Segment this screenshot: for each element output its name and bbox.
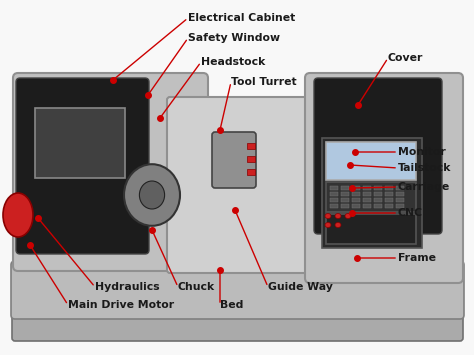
FancyBboxPatch shape [12,307,463,341]
Text: Carriage: Carriage [398,182,450,192]
Bar [247,143,255,149]
Text: Headstock: Headstock [201,57,265,67]
Bar [330,192,338,196]
Bar [385,186,393,190]
Ellipse shape [139,181,164,209]
Text: Safety Window: Safety Window [188,33,280,43]
Ellipse shape [325,213,331,218]
Text: CNC: CNC [398,208,423,218]
Text: Electrical Cabinet: Electrical Cabinet [188,13,295,23]
Bar [341,186,349,190]
Bar [330,204,338,208]
Bar [396,192,404,196]
Ellipse shape [3,193,33,237]
Ellipse shape [335,223,341,228]
Bar [352,198,360,202]
Bar [363,204,371,208]
Text: Bed: Bed [220,300,243,310]
Ellipse shape [345,213,351,218]
Bar [330,186,338,190]
Text: Tool Turret: Tool Turret [231,77,297,87]
FancyBboxPatch shape [13,73,208,271]
Bar [326,214,416,244]
Ellipse shape [124,164,180,226]
Text: Frame: Frame [398,253,436,263]
FancyBboxPatch shape [305,73,463,283]
Bar [247,156,255,162]
Text: Chuck: Chuck [178,282,215,292]
FancyBboxPatch shape [11,261,464,319]
Bar [363,192,371,196]
Bar [374,198,382,202]
Bar [396,198,404,202]
FancyBboxPatch shape [167,97,338,273]
Bar [385,192,393,196]
Text: Tailstock: Tailstock [398,163,451,173]
Bar [374,192,382,196]
Bar [352,192,360,196]
Bar [396,204,404,208]
Text: Main Drive Motor: Main Drive Motor [68,300,174,310]
Bar [374,186,382,190]
Ellipse shape [325,223,331,228]
Bar [396,186,404,190]
FancyBboxPatch shape [16,78,149,254]
Bar [247,169,255,175]
Ellipse shape [335,213,341,218]
Bar [385,204,393,208]
Text: Monitor: Monitor [398,147,446,157]
Text: Cover: Cover [388,53,423,63]
Bar [374,204,382,208]
Bar [35,108,125,178]
Bar [326,142,416,180]
Text: Guide Way: Guide Way [268,282,333,292]
Bar [326,182,416,212]
Bar [341,192,349,196]
Bar [341,198,349,202]
Bar [352,204,360,208]
Bar [385,198,393,202]
Bar [341,204,349,208]
Bar [330,198,338,202]
Text: Hydraulics: Hydraulics [95,282,160,292]
Bar [322,138,422,248]
Bar [363,186,371,190]
Bar [352,186,360,190]
FancyBboxPatch shape [212,132,256,188]
Bar [363,198,371,202]
FancyBboxPatch shape [314,78,442,234]
